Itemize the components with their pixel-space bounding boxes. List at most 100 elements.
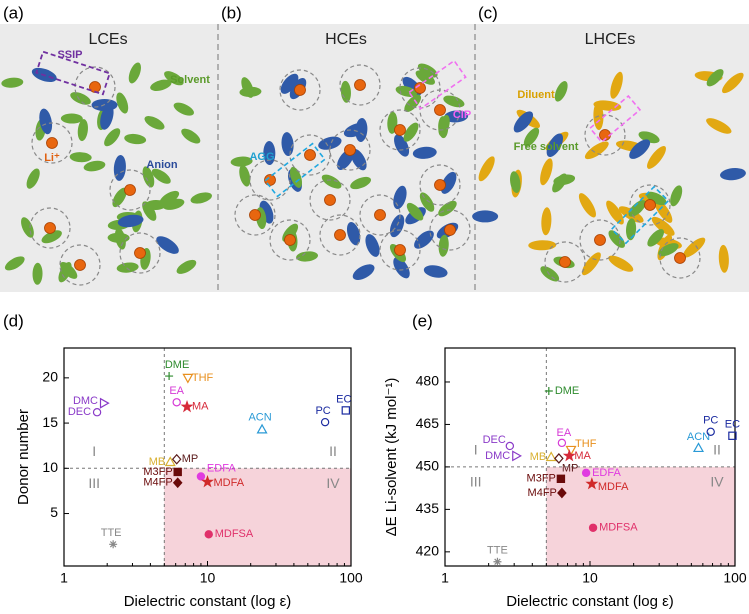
- solvation-shell: [429, 209, 471, 251]
- solvation-shell: [379, 229, 421, 271]
- solvation-shell: [659, 237, 701, 279]
- solvation-shell: [309, 179, 351, 221]
- point-label: THF: [192, 372, 214, 384]
- y-tick-label: 465: [416, 415, 440, 431]
- x-tick-label: 10: [200, 570, 216, 586]
- marker: [341, 406, 351, 415]
- point-label: M3FP: [143, 466, 172, 478]
- solvent: [60, 113, 83, 124]
- y-tick-label: 10: [42, 459, 58, 475]
- solvation-shell: [629, 184, 671, 226]
- quadrant-label: III: [470, 474, 482, 490]
- y-tick-label: 435: [416, 500, 440, 516]
- solvent: [403, 122, 419, 142]
- solvation-shell: [329, 129, 371, 171]
- quadrant-label: II: [329, 443, 337, 459]
- anion: [39, 108, 53, 135]
- solvent: [116, 262, 139, 273]
- y-axis-label: ΔE Li-solvent (kJ mol⁻¹): [383, 378, 400, 537]
- li-ion: [594, 234, 606, 246]
- li-ion: [394, 244, 406, 256]
- li-ion: [44, 222, 56, 234]
- panel-label: (d): [3, 311, 24, 330]
- panel-title: LCEs: [88, 31, 127, 48]
- anion: [263, 141, 276, 166]
- solvent: [176, 259, 197, 274]
- solvent: [628, 200, 646, 217]
- li-ion: [434, 179, 446, 191]
- x-axis-label: Dielectric constant (log ε): [506, 593, 674, 610]
- point-label: ACN: [687, 431, 710, 443]
- point-label: THF: [575, 438, 597, 450]
- li-ion: [134, 247, 146, 259]
- point-label: TTE: [487, 545, 508, 557]
- anion: [412, 146, 437, 159]
- li-ion: [124, 184, 136, 196]
- anion: [423, 265, 448, 278]
- point-label: DMC: [485, 450, 510, 462]
- li-ion: [674, 252, 686, 264]
- marker: [493, 557, 502, 566]
- solvation-shell: [419, 89, 461, 131]
- cip-box: [588, 94, 642, 144]
- marker: [588, 523, 598, 532]
- solvent: [70, 92, 91, 105]
- solvent: [296, 251, 318, 262]
- solvation-shell: [339, 64, 381, 106]
- marker: [171, 453, 182, 465]
- point-label: MDFSA: [215, 528, 254, 540]
- solvation-shell: [234, 194, 276, 236]
- solvent: [406, 202, 424, 221]
- anion: [280, 73, 299, 94]
- solvent: [404, 94, 422, 113]
- solvent: [151, 168, 171, 184]
- li-ion: [74, 259, 86, 271]
- solvent: [510, 171, 521, 193]
- solvent: [1, 77, 24, 88]
- marker: [556, 474, 566, 484]
- y-tick-label: 20: [42, 369, 58, 385]
- li-ion: [334, 229, 346, 241]
- solvation-shell: [59, 244, 101, 286]
- li-ion: [434, 104, 446, 116]
- solvent: [552, 173, 568, 193]
- anion: [513, 111, 534, 133]
- solvation-shell: [269, 219, 311, 261]
- li-ion: [559, 256, 571, 268]
- solvent: [83, 160, 106, 172]
- solvent: [144, 116, 165, 130]
- marker: [544, 387, 553, 396]
- y-tick-label: 450: [416, 458, 440, 474]
- solvation-shell: [119, 232, 161, 274]
- marker: [554, 453, 564, 464]
- point-label: EDFA: [592, 467, 621, 479]
- shaded-region: [164, 468, 351, 566]
- point-label: DME: [165, 359, 189, 371]
- diluent: [610, 71, 623, 99]
- diluent: [683, 237, 706, 258]
- diluent: [478, 156, 495, 182]
- li-ion: [46, 137, 58, 149]
- marker: [565, 445, 577, 456]
- x-tick-label: 1: [60, 570, 68, 586]
- marker: [172, 477, 183, 489]
- solvent: [77, 119, 88, 142]
- solvation-shell: [249, 159, 291, 201]
- solvent: [181, 128, 201, 144]
- solvent: [415, 70, 435, 85]
- marker: [180, 399, 194, 413]
- solvent: [114, 227, 126, 250]
- diluent: [606, 200, 624, 225]
- diluent: [718, 244, 729, 273]
- solvent: [239, 86, 262, 97]
- solvation-shell: [109, 169, 151, 211]
- li-ion: [304, 149, 316, 161]
- point-label: DEC: [68, 406, 91, 418]
- ssip-box: [35, 50, 111, 96]
- solvent: [438, 200, 457, 217]
- point-label: DMC: [73, 395, 98, 407]
- solvent: [190, 192, 212, 204]
- solvent: [69, 152, 92, 163]
